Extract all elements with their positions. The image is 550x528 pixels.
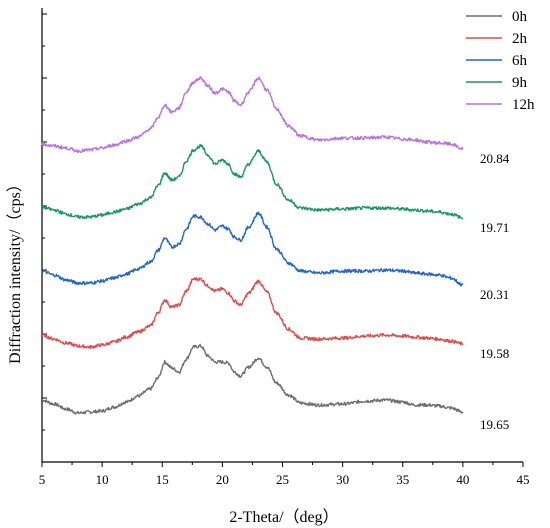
legend: 0h 2h 6h 9h 12h	[466, 9, 535, 113]
legend-label-12h: 12h	[512, 97, 535, 113]
series-lines	[41, 76, 464, 415]
x-ticks: 5 10 15 20 25 30 35 40 45	[39, 462, 530, 487]
legend-label-6h: 6h	[512, 53, 528, 69]
x-tick-label: 30	[336, 472, 349, 487]
series-line-2h	[41, 277, 464, 349]
series-line-12h	[41, 76, 464, 154]
x-tick-label: 10	[96, 472, 109, 487]
x-tick-label: 40	[456, 472, 469, 487]
data-labels: 19.65 19.58 20.31 19.71 20.84	[480, 151, 510, 432]
x-tick-label: 35	[396, 472, 409, 487]
axes	[41, 8, 523, 463]
x-tick-label: 20	[216, 472, 229, 487]
x-tick-label: 25	[276, 472, 289, 487]
series-line-9h	[41, 143, 464, 220]
series-line-0h	[41, 343, 464, 415]
legend-label-0h: 0h	[512, 9, 528, 25]
series-label-12h: 20.84	[480, 151, 510, 166]
series-label-2h: 19.58	[480, 346, 509, 361]
x-tick-label: 45	[517, 472, 530, 487]
legend-label-2h: 2h	[512, 31, 528, 47]
legend-label-9h: 9h	[512, 75, 528, 91]
series-label-6h: 20.31	[480, 287, 509, 302]
series-label-0h: 19.65	[480, 417, 509, 432]
x-tick-label: 5	[39, 472, 46, 487]
x-tick-label: 15	[156, 472, 169, 487]
series-label-9h: 19.71	[480, 220, 509, 235]
y-axis-title: Diffraction intensity/（cps）	[6, 176, 24, 364]
series-line-6h	[41, 211, 464, 287]
x-axis-title: 2-Theta/（deg）	[229, 508, 338, 526]
